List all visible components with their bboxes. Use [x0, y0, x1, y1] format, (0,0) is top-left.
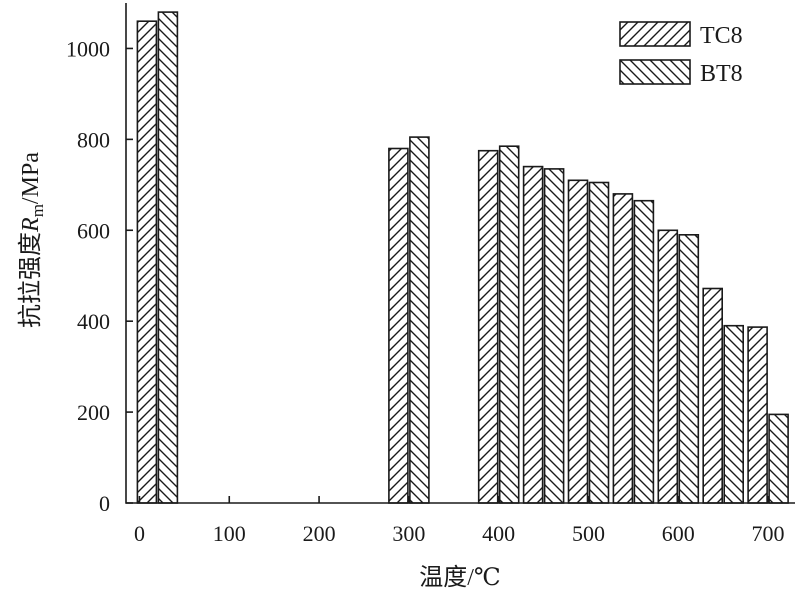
- bar-tc8-600: [657, 229, 679, 504]
- bar-tc8-550: [612, 193, 634, 504]
- x-tick-label-600: 600: [662, 521, 695, 546]
- x-tick-label-400: 400: [482, 521, 515, 546]
- bar-bt8-300: [409, 136, 430, 504]
- x-tick-label-100: 100: [213, 521, 246, 546]
- bar-bt8-400: [498, 145, 520, 504]
- bar-tc8-300: [388, 147, 409, 504]
- bars-group: [136, 11, 789, 504]
- bar-tc8-700: [747, 326, 768, 504]
- bar-tc8-450: [522, 165, 544, 504]
- bar-tc8-20: [136, 20, 158, 504]
- bar-tc8-400: [477, 149, 499, 504]
- legend-swatch-bt8: [619, 59, 691, 85]
- y-tick-label-600: 600: [77, 218, 110, 243]
- bar-bt8-650: [723, 324, 745, 504]
- x-tick-label-300: 300: [392, 521, 425, 546]
- bar-bt8-500: [588, 181, 610, 504]
- y-axis-label: 抗拉强度Rm/MPa: [17, 152, 47, 328]
- y-tick-label-200: 200: [77, 400, 110, 425]
- x-axis-label: 温度/℃: [419, 564, 501, 591]
- bar-bt8-600: [678, 234, 700, 504]
- y-tick-label-800: 800: [77, 127, 110, 152]
- y-axis-label-unit: /MPa: [18, 152, 44, 204]
- legend-swatch-tc8: [619, 21, 691, 47]
- y-axis-label-prefix: 抗拉强度: [17, 232, 44, 328]
- bar-tc8-650: [702, 287, 724, 504]
- bar-tc8-500: [567, 179, 589, 504]
- legend-label-bt8: BT8: [700, 61, 743, 87]
- y-tick-label-0: 0: [99, 491, 110, 516]
- bar-bt8-700: [768, 413, 789, 504]
- legend-label-tc8: TC8: [700, 23, 743, 49]
- bar-bt8-450: [543, 168, 565, 504]
- x-tick-label-700: 700: [752, 521, 785, 546]
- y-axis-label-symbol: R: [18, 217, 44, 233]
- x-tick-label-200: 200: [303, 521, 336, 546]
- bar-bt8-550: [633, 199, 655, 504]
- y-tick-label-400: 400: [77, 309, 110, 334]
- x-tick-label-0: 0: [134, 521, 145, 546]
- ticks-group: 0 200 400 600 800 1000 0 100 200 300 400 500 600 700: [66, 36, 785, 546]
- bar-bt8-20: [157, 11, 179, 504]
- y-axis-label-subscript: m: [28, 204, 47, 217]
- y-tick-label-1000: 1000: [66, 36, 110, 61]
- x-tick-label-500: 500: [572, 521, 605, 546]
